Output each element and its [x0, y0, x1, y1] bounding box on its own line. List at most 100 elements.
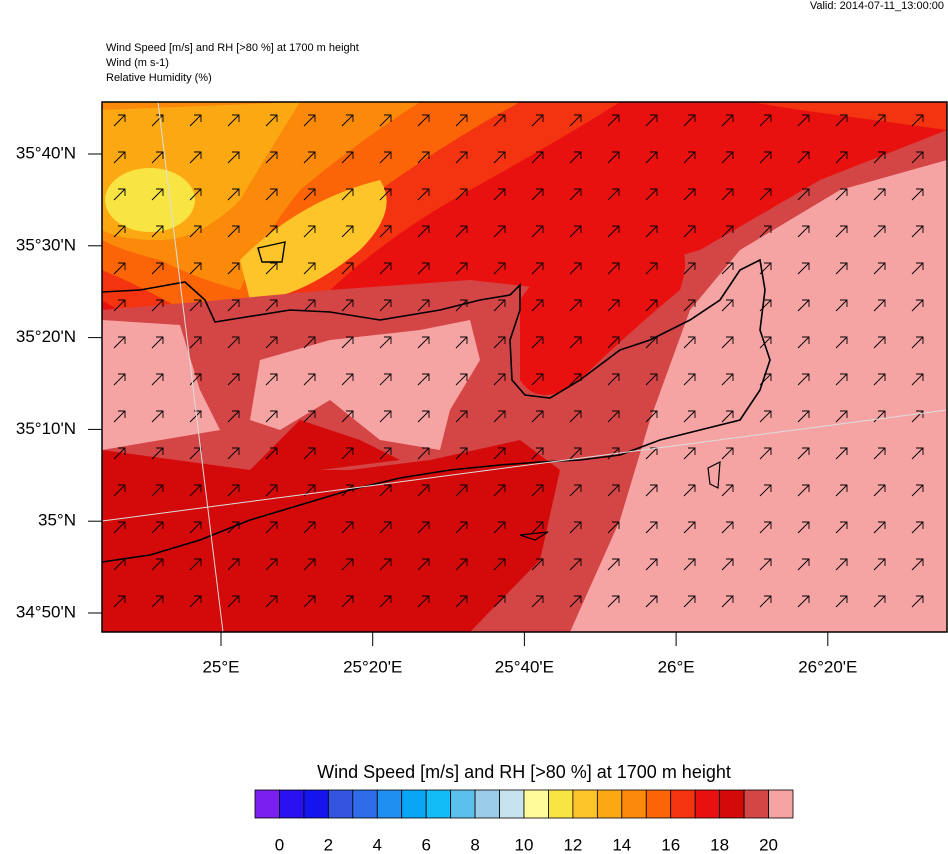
- wind-arrow: [683, 558, 696, 571]
- lat-label: 35°30'N: [16, 235, 76, 254]
- wind-arrow: [797, 188, 810, 201]
- wind-arrow: [417, 299, 430, 312]
- wind-arrow: [835, 410, 848, 423]
- wind-arrow: [531, 373, 544, 386]
- wind-arrow: [227, 521, 240, 534]
- wind-arrow: [721, 410, 734, 423]
- wind-arrow: [873, 151, 886, 164]
- lat-label: 35°40'N: [16, 143, 76, 162]
- wind-arrow: [379, 114, 392, 127]
- wind-arrow: [265, 558, 278, 571]
- wind-arrow: [265, 595, 278, 608]
- colorbar-swatch: [425, 789, 452, 819]
- wind-arrow: [873, 188, 886, 201]
- wind-arrow: [341, 188, 354, 201]
- wind-arrow: [569, 262, 582, 275]
- wind-arrow: [341, 595, 354, 608]
- wind-arrow: [645, 114, 658, 127]
- colorbar-swatch: [303, 789, 329, 819]
- lon-label: 26°E: [658, 657, 695, 676]
- wind-arrow: [379, 225, 392, 238]
- wind-arrow: [189, 188, 202, 201]
- wind-arrow: [683, 410, 696, 423]
- wind-arrow: [151, 188, 164, 201]
- wind-arrow: [797, 114, 810, 127]
- wind-arrow: [227, 225, 240, 238]
- wind-arrow: [873, 114, 886, 127]
- wind-arrow: [227, 373, 240, 386]
- wind-arrow: [911, 262, 924, 275]
- wind-arrow: [873, 373, 886, 386]
- colorbar-swatch: [450, 789, 476, 819]
- wind-arrow: [759, 336, 772, 349]
- wind-arrow: [721, 558, 734, 571]
- wind-arrow: [303, 262, 316, 275]
- wind-arrow: [759, 410, 772, 423]
- wind-arrow: [873, 262, 886, 275]
- wind-arrow: [911, 114, 924, 127]
- colorbar-label: 4: [373, 835, 382, 854]
- wind-arrow: [873, 521, 886, 534]
- wind-arrow: [493, 558, 506, 571]
- wind-arrow: [531, 188, 544, 201]
- wind-arrow: [721, 373, 734, 386]
- wind-arrow: [683, 521, 696, 534]
- wind-arrow: [151, 225, 164, 238]
- graticule: [157, 102, 224, 632]
- wind-arrow: [341, 447, 354, 460]
- wind-arrow: [607, 410, 620, 423]
- colorbar-label: 2: [324, 835, 333, 854]
- wind-arrow: [759, 595, 772, 608]
- wind-arrow: [911, 151, 924, 164]
- lat-label: 35°10'N: [16, 419, 76, 438]
- wind-arrow: [455, 410, 468, 423]
- wind-arrow: [113, 373, 126, 386]
- wind-arrow: [835, 336, 848, 349]
- wind-arrow: [569, 151, 582, 164]
- colorbar-swatch: [670, 789, 696, 819]
- wind-arrow: [569, 410, 582, 423]
- wind-arrow: [721, 299, 734, 312]
- wind-arrow: [645, 484, 658, 497]
- wind-arrow: [797, 225, 810, 238]
- wind-arrow: [873, 336, 886, 349]
- wind-arrow: [227, 595, 240, 608]
- wind-arrow: [417, 373, 430, 386]
- wind-arrow: [227, 188, 240, 201]
- wind-arrow: [227, 114, 240, 127]
- wind-arrow: [531, 114, 544, 127]
- wind-arrow: [683, 299, 696, 312]
- wind-arrow: [531, 225, 544, 238]
- colorbar-swatch: [548, 789, 574, 819]
- wind-arrow: [911, 521, 924, 534]
- wind-arrow: [151, 151, 164, 164]
- header-line: Wind (m s-1): [106, 57, 169, 69]
- wind-arrow: [911, 410, 924, 423]
- wind-arrow: [835, 484, 848, 497]
- colorbar-swatch: [327, 789, 354, 819]
- colorbar: Wind Speed [m/s] and RH [>80 %] at 1700 …: [254, 762, 794, 854]
- wind-arrow: [493, 114, 506, 127]
- wind-arrow: [721, 151, 734, 164]
- wind-arrow: [227, 410, 240, 423]
- wind-arrow: [379, 188, 392, 201]
- wind-arrow: [417, 521, 430, 534]
- colorbar-swatch: [645, 789, 672, 819]
- wind-arrow: [797, 151, 810, 164]
- wind-arrow: [151, 558, 164, 571]
- colorbar-swatch: [279, 789, 305, 819]
- wind-arrow: [911, 373, 924, 386]
- coastline: [257, 241, 286, 263]
- wind-arrow: [455, 299, 468, 312]
- wind-arrow: [835, 299, 848, 312]
- wind-arrow: [531, 336, 544, 349]
- wind-arrow: [455, 225, 468, 238]
- colorbar-label: 0: [275, 835, 284, 854]
- wind-arrow: [569, 484, 582, 497]
- wind-arrow: [607, 373, 620, 386]
- wind-arrow: [645, 595, 658, 608]
- colorbar-swatch: [621, 789, 647, 819]
- colorbar-label: 6: [421, 835, 430, 854]
- wind-arrow: [151, 336, 164, 349]
- graticule: [102, 409, 947, 522]
